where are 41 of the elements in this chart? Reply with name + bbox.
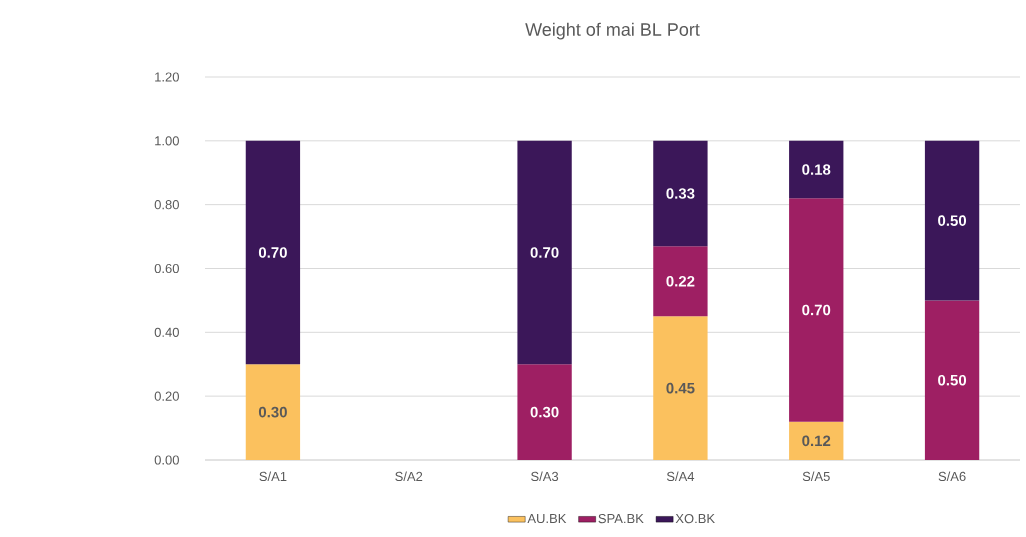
bar [653, 316, 708, 460]
x-tick-label: S/A5 [802, 471, 830, 482]
x-tick-label: S/A2 [395, 471, 423, 482]
data-label: 0.45 [666, 382, 695, 394]
data-label: 0.33 [666, 188, 695, 199]
bar [789, 421, 844, 460]
y-tick-label: 0.00 [154, 455, 179, 465]
y-tick-label: 0.80 [154, 200, 179, 210]
bar [245, 364, 301, 460]
bar [245, 140, 301, 365]
bar [653, 140, 708, 247]
bar [924, 300, 980, 460]
data-label: 0.30 [258, 406, 287, 418]
bar [653, 246, 708, 317]
bar [789, 140, 844, 199]
y-tick-label: 0.20 [154, 391, 179, 401]
y-tick-label: 1.00 [155, 136, 179, 146]
data-label: 0.12 [802, 435, 831, 447]
bar [924, 140, 980, 301]
legend-label: SPA.BK [598, 513, 644, 524]
bar [789, 198, 844, 422]
y-tick-label: 1.20 [155, 72, 179, 82]
x-tick-label: S/A4 [666, 471, 695, 482]
data-label: 0.18 [802, 164, 831, 175]
legend-label: AU.BK [527, 514, 567, 524]
y-tick-label: 0.40 [154, 327, 179, 337]
legend-label: XO.BK [675, 513, 715, 524]
data-label: 0.70 [530, 247, 559, 258]
bar [517, 140, 572, 365]
bar [517, 364, 572, 460]
data-label: 0.70 [258, 247, 287, 258]
chart-title: Weight of mai BL Port [525, 22, 700, 40]
data-label: 0.50 [938, 374, 967, 386]
x-tick-label: S/A3 [531, 471, 559, 482]
data-label: 0.30 [530, 406, 559, 418]
data-label: 0.70 [802, 304, 831, 316]
data-label: 0.22 [666, 275, 695, 287]
y-tick-label: 0.60 [154, 263, 179, 274]
data-label: 0.50 [938, 215, 967, 226]
x-tick-label: S/A1 [259, 471, 287, 482]
x-tick-label: S/A6 [938, 471, 966, 482]
